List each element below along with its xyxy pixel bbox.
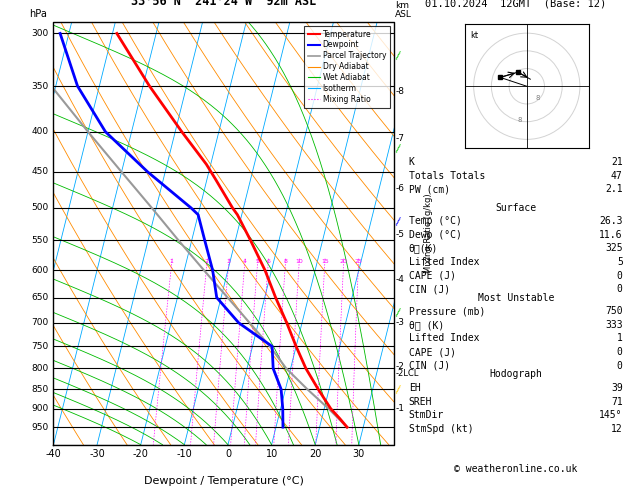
Text: K: K [409,157,415,167]
Text: CAPE (J): CAPE (J) [409,347,456,357]
Text: 333: 333 [605,320,623,330]
Text: 350: 350 [31,82,48,90]
Text: 400: 400 [31,127,48,136]
Text: 5: 5 [617,257,623,267]
Text: -6: -6 [396,184,404,193]
Text: CIN (J): CIN (J) [409,284,450,295]
Text: 2.1: 2.1 [605,184,623,194]
Text: Surface: Surface [495,203,537,213]
Text: StmDir: StmDir [409,410,444,420]
Text: 900: 900 [31,404,48,413]
Text: CIN (J): CIN (J) [409,361,450,371]
Text: Dewpoint / Temperature (°C): Dewpoint / Temperature (°C) [143,476,304,486]
Text: Lifted Index: Lifted Index [409,257,479,267]
Text: -30: -30 [89,449,105,459]
Text: 550: 550 [31,236,48,245]
Text: θᴇ(K): θᴇ(K) [409,243,438,254]
Text: 20: 20 [340,260,347,264]
Text: 0: 0 [617,271,623,281]
Text: Hodograph: Hodograph [489,369,542,380]
Text: CAPE (J): CAPE (J) [409,271,456,281]
Text: 750: 750 [31,342,48,351]
Text: \: \ [392,384,403,394]
Text: \: \ [392,51,403,60]
Text: -2LCL: -2LCL [396,369,419,378]
Text: 950: 950 [31,423,48,432]
Text: 71: 71 [611,397,623,407]
Text: 300: 300 [31,29,48,38]
Text: Most Unstable: Most Unstable [477,293,554,303]
Text: 39: 39 [611,383,623,393]
Text: 33°56'N  241°24'W  92m ASL: 33°56'N 241°24'W 92m ASL [131,0,316,8]
Text: -20: -20 [133,449,148,459]
Text: 10: 10 [295,260,303,264]
Text: 0: 0 [617,347,623,357]
Text: 0: 0 [225,449,231,459]
Text: -10: -10 [177,449,192,459]
Text: 47: 47 [611,171,623,181]
Text: -7: -7 [396,134,404,143]
Text: 1: 1 [170,260,174,264]
Text: 500: 500 [31,204,48,212]
Text: 20: 20 [309,449,321,459]
Text: 12: 12 [611,424,623,434]
Text: \: \ [392,216,403,226]
Text: \: \ [392,308,403,318]
Text: Pressure (mb): Pressure (mb) [409,306,485,316]
Text: 01.10.2024  12GMT  (Base: 12): 01.10.2024 12GMT (Base: 12) [425,0,606,8]
Text: hPa: hPa [30,9,47,19]
Text: 11.6: 11.6 [599,230,623,240]
Text: 450: 450 [31,168,48,176]
Text: 0: 0 [617,361,623,371]
Text: EH: EH [409,383,421,393]
Text: 3: 3 [226,260,231,264]
Text: © weatheronline.co.uk: © weatheronline.co.uk [454,464,577,474]
Text: 10: 10 [265,449,278,459]
Text: -5: -5 [396,230,404,239]
Text: Mixing Ratio (g/kg): Mixing Ratio (g/kg) [424,193,433,273]
Text: 1: 1 [617,333,623,344]
Text: 700: 700 [31,318,48,328]
Text: 15: 15 [321,260,328,264]
Text: Temp (°C): Temp (°C) [409,216,462,226]
Text: km
ASL: km ASL [395,1,412,19]
Text: -1: -1 [396,404,404,413]
Text: -40: -40 [45,449,62,459]
Text: -2: -2 [396,362,404,371]
Text: 6: 6 [266,260,270,264]
Text: SREH: SREH [409,397,432,407]
Text: 25: 25 [355,260,362,264]
Text: -3: -3 [396,318,404,328]
Text: 0: 0 [617,284,623,295]
Text: 30: 30 [353,449,365,459]
Text: -8: -8 [396,87,404,96]
Text: 21: 21 [611,157,623,167]
Text: kt: kt [470,32,478,40]
Text: StmSpd (kt): StmSpd (kt) [409,424,474,434]
Text: 5: 5 [255,260,259,264]
Text: Lifted Index: Lifted Index [409,333,479,344]
Text: 4: 4 [243,260,247,264]
Legend: Temperature, Dewpoint, Parcel Trajectory, Dry Adiabat, Wet Adiabat, Isotherm, Mi: Temperature, Dewpoint, Parcel Trajectory… [304,26,390,108]
Text: 26.3: 26.3 [599,216,623,226]
Text: θᴇ (K): θᴇ (K) [409,320,444,330]
Text: 800: 800 [31,364,48,373]
Text: 325: 325 [605,243,623,254]
Text: Totals Totals: Totals Totals [409,171,485,181]
Text: 750: 750 [605,306,623,316]
Text: Dewp (°C): Dewp (°C) [409,230,462,240]
Text: 8: 8 [284,260,287,264]
Text: PW (cm): PW (cm) [409,184,450,194]
Text: 650: 650 [31,293,48,302]
Text: 8: 8 [518,117,523,122]
Text: 600: 600 [31,266,48,275]
Text: \: \ [392,143,403,153]
Text: 145°: 145° [599,410,623,420]
Text: 850: 850 [31,385,48,394]
Text: 8: 8 [536,95,540,102]
Text: -4: -4 [396,275,404,284]
Text: 2: 2 [205,260,209,264]
